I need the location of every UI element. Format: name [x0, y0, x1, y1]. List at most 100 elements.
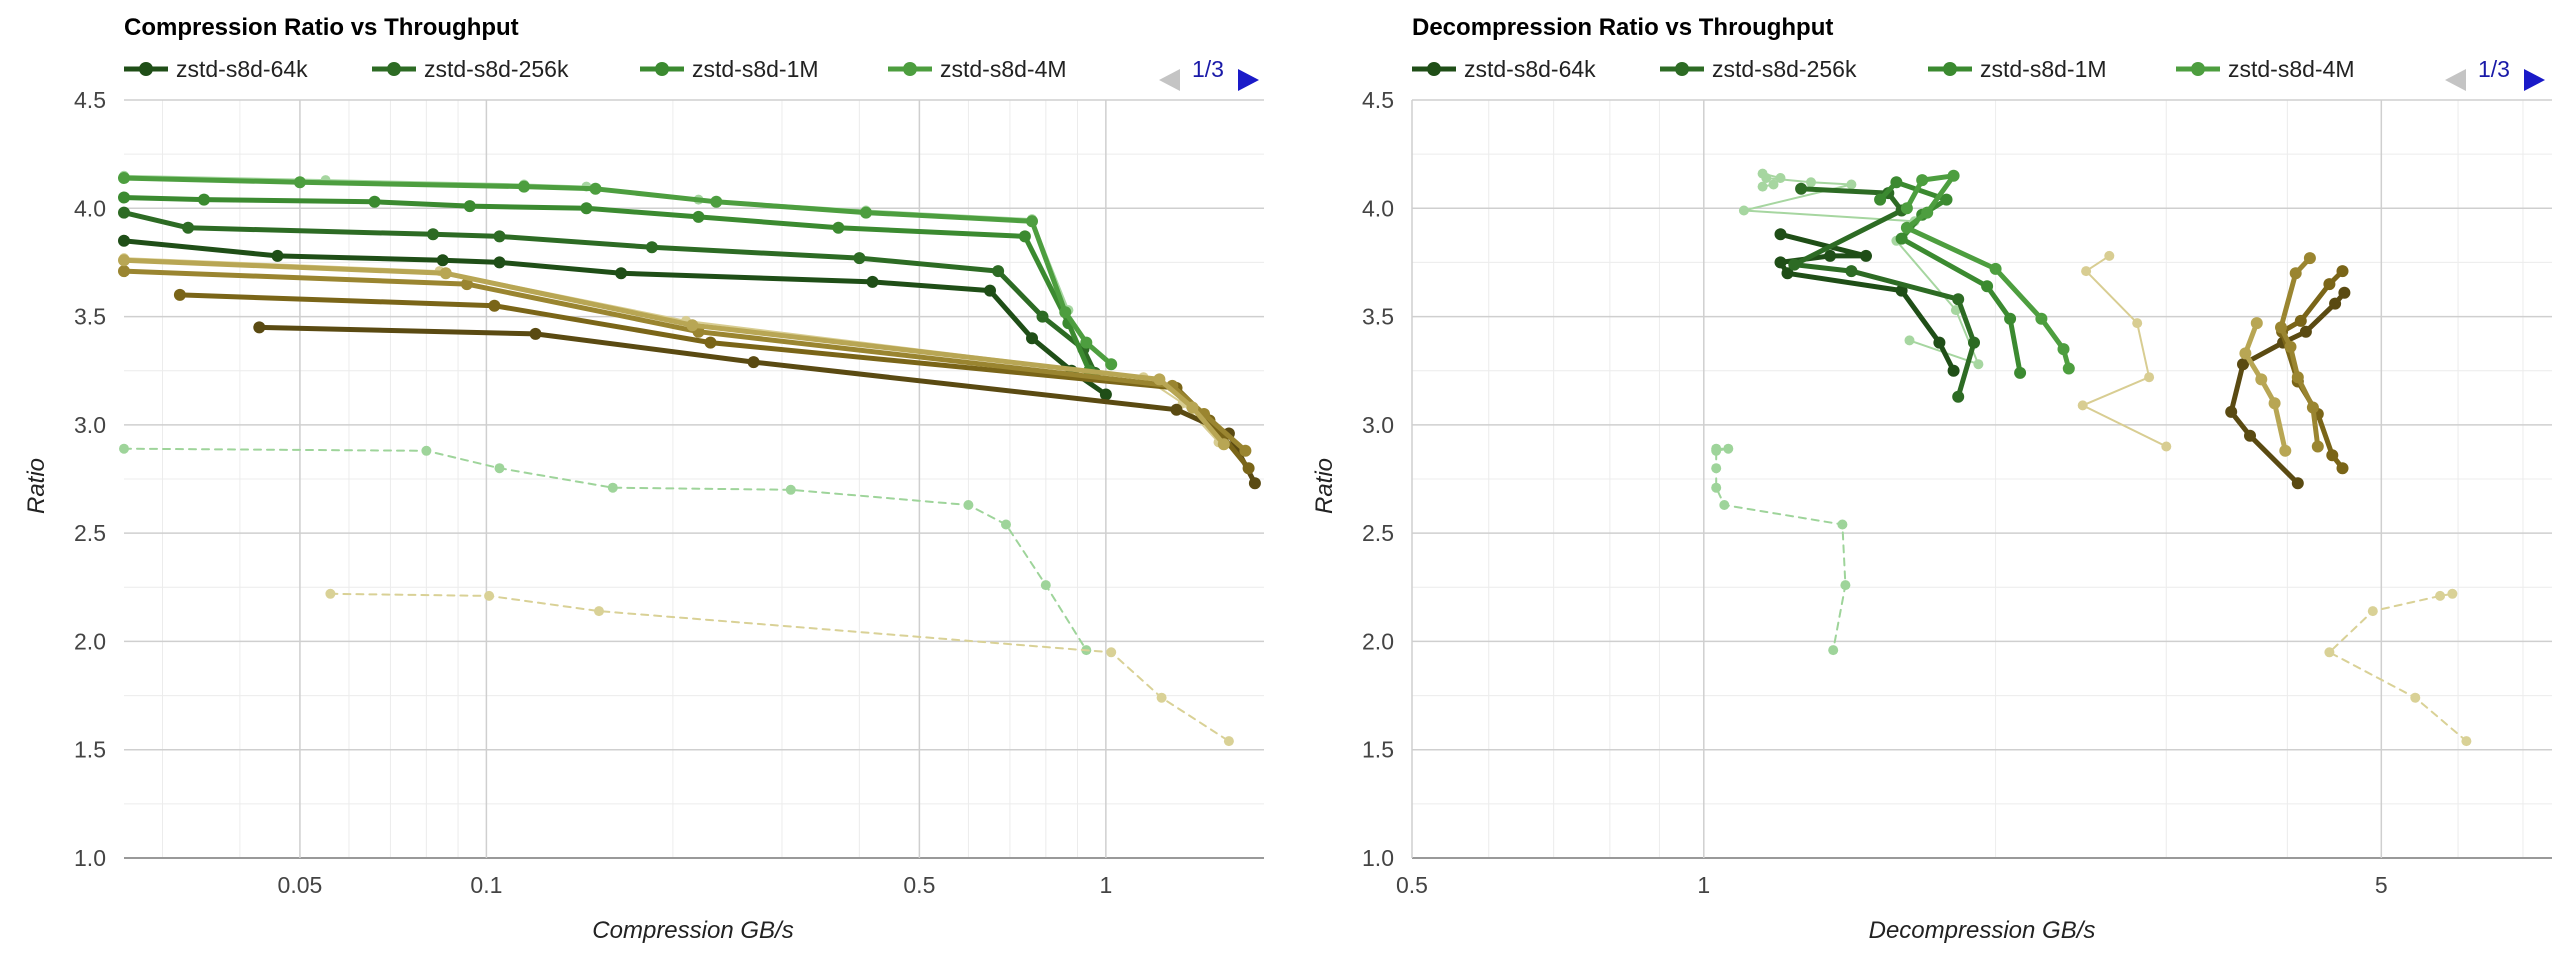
- data-point[interactable]: [1757, 181, 1768, 192]
- data-point[interactable]: [1711, 482, 1722, 493]
- data-point[interactable]: [1217, 438, 1230, 451]
- data-point[interactable]: [645, 241, 658, 254]
- data-point[interactable]: [2329, 297, 2342, 310]
- data-point[interactable]: [173, 288, 186, 301]
- data-point[interactable]: [2338, 286, 2351, 299]
- data-point[interactable]: [2077, 400, 2088, 411]
- data-point[interactable]: [2311, 440, 2324, 453]
- data-point[interactable]: [2062, 362, 2075, 375]
- data-point[interactable]: [2014, 366, 2027, 379]
- data-point[interactable]: [494, 463, 505, 474]
- data-point[interactable]: [1860, 249, 1872, 262]
- legend-entry[interactable]: zstd-s8d-1M: [1980, 56, 2107, 82]
- data-point[interactable]: [463, 200, 476, 213]
- data-point[interactable]: [2323, 278, 2336, 291]
- data-point[interactable]: [2410, 692, 2421, 703]
- data-point[interactable]: [984, 284, 996, 297]
- data-point[interactable]: [1248, 477, 1261, 490]
- data-point[interactable]: [1828, 645, 1839, 656]
- data-point[interactable]: [2237, 358, 2249, 371]
- data-point[interactable]: [1947, 169, 1960, 182]
- data-point[interactable]: [1153, 373, 1166, 386]
- data-point[interactable]: [2435, 590, 2446, 601]
- data-point[interactable]: [1895, 232, 1908, 245]
- data-point[interactable]: [518, 180, 530, 193]
- data-point[interactable]: [2244, 429, 2256, 442]
- data-point[interactable]: [198, 193, 210, 206]
- data-point[interactable]: [1900, 221, 1913, 234]
- data-point[interactable]: [992, 265, 1005, 278]
- data-point[interactable]: [1239, 444, 1252, 457]
- data-point[interactable]: [2250, 317, 2263, 330]
- legend-entry[interactable]: zstd-s8d-64k: [1464, 56, 1596, 82]
- data-point[interactable]: [2104, 250, 2115, 261]
- data-point[interactable]: [853, 252, 866, 265]
- data-point[interactable]: [2057, 343, 2070, 356]
- legend-entry[interactable]: zstd-s8d-256k: [1712, 56, 1857, 82]
- data-point[interactable]: [1170, 403, 1183, 416]
- data-point[interactable]: [421, 445, 432, 456]
- data-point[interactable]: [1952, 293, 1965, 306]
- data-point[interactable]: [2306, 401, 2319, 414]
- data-point[interactable]: [118, 234, 130, 247]
- data-point[interactable]: [118, 254, 130, 267]
- data-point[interactable]: [1781, 267, 1794, 280]
- data-point[interactable]: [1968, 336, 1980, 349]
- data-point[interactable]: [293, 176, 306, 189]
- data-point[interactable]: [118, 172, 130, 184]
- legend-entry[interactable]: zstd-s8d-256k: [424, 56, 569, 82]
- data-point[interactable]: [2291, 371, 2304, 384]
- data-point[interactable]: [2081, 266, 2092, 277]
- data-point[interactable]: [1774, 228, 1787, 241]
- data-point[interactable]: [1981, 280, 1994, 293]
- data-point[interactable]: [1723, 443, 1734, 454]
- legend-entry[interactable]: zstd-s8d-64k: [176, 56, 308, 82]
- data-point[interactable]: [1156, 692, 1167, 703]
- data-point[interactable]: [436, 254, 449, 267]
- data-point[interactable]: [1806, 177, 1816, 188]
- data-point[interactable]: [1774, 256, 1787, 269]
- data-point[interactable]: [2225, 405, 2238, 418]
- data-point[interactable]: [1080, 336, 1093, 349]
- data-point[interactable]: [118, 206, 130, 219]
- data-point[interactable]: [2132, 318, 2143, 329]
- data-point[interactable]: [1916, 174, 1929, 187]
- data-point[interactable]: [594, 606, 604, 617]
- data-point[interactable]: [963, 500, 974, 510]
- legend-prev-page-icon[interactable]: [2445, 69, 2466, 91]
- data-point[interactable]: [2161, 441, 2172, 452]
- data-point[interactable]: [253, 321, 266, 334]
- data-point[interactable]: [1846, 179, 1857, 190]
- data-point[interactable]: [2336, 265, 2349, 278]
- data-point[interactable]: [704, 336, 717, 349]
- data-point[interactable]: [368, 195, 381, 208]
- data-point[interactable]: [1952, 390, 1965, 403]
- data-point[interactable]: [747, 356, 760, 369]
- data-point[interactable]: [2326, 449, 2339, 462]
- data-point[interactable]: [1768, 179, 1779, 190]
- data-point[interactable]: [866, 275, 879, 288]
- data-point[interactable]: [2275, 321, 2287, 334]
- data-point[interactable]: [2004, 312, 2017, 325]
- data-point[interactable]: [686, 319, 699, 332]
- data-point[interactable]: [1940, 193, 1953, 206]
- data-point[interactable]: [1874, 193, 1887, 206]
- data-point[interactable]: [615, 267, 628, 280]
- legend-next-page-icon[interactable]: [2524, 69, 2545, 91]
- data-point[interactable]: [484, 590, 495, 601]
- data-point[interactable]: [1711, 463, 1722, 474]
- data-point[interactable]: [1738, 205, 1749, 216]
- data-point[interactable]: [529, 327, 542, 340]
- data-point[interactable]: [589, 182, 602, 195]
- data-point[interactable]: [2144, 372, 2155, 383]
- data-point[interactable]: [118, 191, 130, 204]
- data-point[interactable]: [1840, 580, 1851, 591]
- data-point[interactable]: [2447, 588, 2458, 599]
- data-point[interactable]: [2367, 606, 2378, 617]
- data-point[interactable]: [119, 443, 129, 454]
- data-point[interactable]: [2461, 736, 2472, 747]
- data-point[interactable]: [2324, 647, 2335, 658]
- data-point[interactable]: [488, 299, 501, 312]
- data-point[interactable]: [785, 484, 796, 495]
- data-point[interactable]: [2255, 373, 2268, 386]
